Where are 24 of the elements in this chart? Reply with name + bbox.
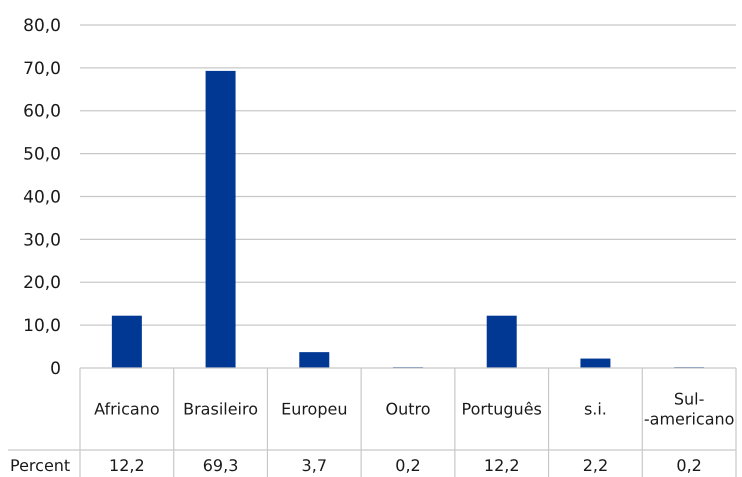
x-tick-label: Africano bbox=[94, 400, 160, 419]
x-tick-label: Sul- -americano bbox=[644, 390, 734, 429]
y-tick-label: 80,0 bbox=[23, 16, 61, 36]
x-tick-label: s.i. bbox=[584, 400, 607, 419]
y-tick-label: 20,0 bbox=[23, 273, 61, 294]
y-tick-label: 10,0 bbox=[23, 316, 61, 336]
data-label: 12,2 bbox=[109, 456, 145, 475]
data-label: 69,3 bbox=[202, 456, 238, 475]
y-tick-label: 30,0 bbox=[23, 230, 61, 250]
text: Percent bbox=[10, 456, 70, 475]
y-tick-label: 50,0 bbox=[23, 144, 61, 165]
y-tick-label: 0 bbox=[50, 358, 61, 379]
data-label: 0,2 bbox=[395, 456, 421, 475]
data-label: 12,2 bbox=[484, 456, 520, 475]
data-label: 3,7 bbox=[302, 456, 328, 475]
data-label: 0,2 bbox=[676, 456, 702, 475]
x-tick-label: Português bbox=[462, 400, 542, 419]
x-tick-label: Brasileiro bbox=[183, 400, 258, 419]
y-tick-label: 60,0 bbox=[23, 102, 61, 122]
x-tick-label: Outro bbox=[385, 400, 431, 419]
y-tick-label: 40,0 bbox=[23, 187, 61, 208]
y-tick-label: 70,0 bbox=[23, 58, 61, 79]
x-tick-label: Europeu bbox=[281, 400, 348, 419]
data-label: 2,2 bbox=[582, 456, 608, 475]
